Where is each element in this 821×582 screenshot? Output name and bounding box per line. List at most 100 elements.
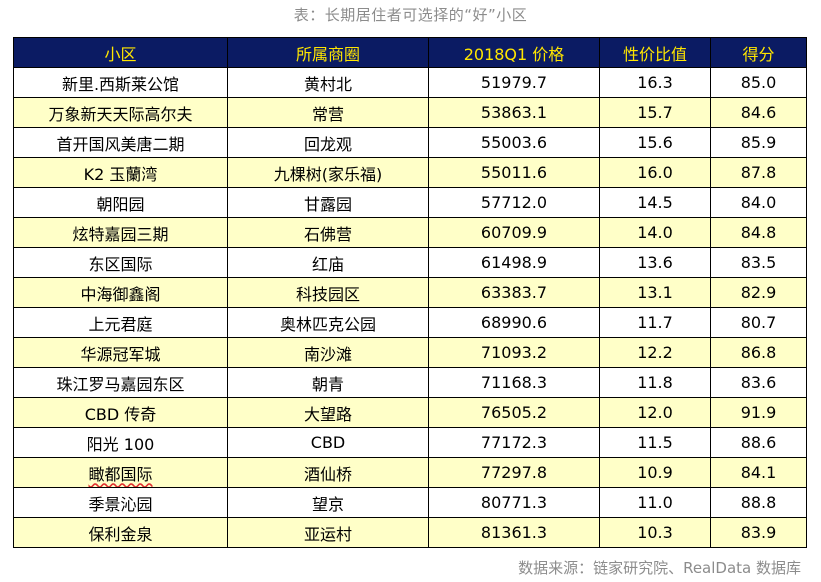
column-header-score: 得分: [710, 37, 807, 68]
cell-price: 80771.3: [428, 487, 600, 518]
cell-value-ratio: 16.0: [599, 157, 711, 188]
table-header-row: 小区 所属商圈 2018Q1 价格 性价比值 得分: [13, 37, 807, 68]
column-header-value-ratio: 性价比值: [599, 37, 711, 68]
cell-community: 朝阳园: [13, 187, 228, 218]
cell-district: 石佛营: [227, 217, 429, 248]
cell-value-ratio: 12.0: [599, 397, 711, 428]
cell-value-ratio: 15.7: [599, 97, 711, 128]
cell-district: 回龙观: [227, 127, 429, 158]
cell-value-ratio: 15.6: [599, 127, 711, 158]
column-header-district: 所属商圈: [227, 37, 429, 68]
cell-price: 81361.3: [428, 517, 600, 548]
cell-district: 大望路: [227, 397, 429, 428]
spellcheck-underlined-text: 瞰都国际: [88, 464, 153, 484]
data-source-note: 数据来源：链家研究院、RealData 数据库: [518, 559, 801, 577]
table-row: 东区国际 红庙 61498.9 13.6 83.5: [13, 247, 807, 278]
cell-price: 77172.3: [428, 427, 600, 458]
cell-score: 85.0: [710, 67, 807, 98]
cell-price: 55011.6: [428, 157, 600, 188]
cell-district: CBD: [227, 427, 429, 458]
cell-score: 84.6: [710, 97, 807, 128]
cell-district: 朝青: [227, 367, 429, 398]
cell-value-ratio: 10.3: [599, 517, 711, 548]
cell-community: CBD 传奇: [13, 397, 228, 428]
table-row: K2 玉蘭湾 九棵树(家乐福) 55011.6 16.0 87.8: [13, 157, 807, 188]
cell-district: 望京: [227, 487, 429, 518]
cell-district: 亚运村: [227, 517, 429, 548]
cell-district: 红庙: [227, 247, 429, 278]
cell-score: 84.0: [710, 187, 807, 218]
cell-value-ratio: 11.5: [599, 427, 711, 458]
cell-district: 酒仙桥: [227, 457, 429, 488]
cell-community: 华源冠军城: [13, 337, 228, 368]
cell-value-ratio: 14.5: [599, 187, 711, 218]
table-row: CBD 传奇 大望路 76505.2 12.0 91.9: [13, 397, 807, 428]
cell-price: 60709.9: [428, 217, 600, 248]
cell-district: 南沙滩: [227, 337, 429, 368]
cell-price: 55003.6: [428, 127, 600, 158]
column-header-community: 小区: [13, 37, 228, 68]
cell-community: 季景沁园: [13, 487, 228, 518]
table-row: 朝阳园 甘露园 57712.0 14.5 84.0: [13, 187, 807, 218]
cell-value-ratio: 11.7: [599, 307, 711, 338]
cell-community: 上元君庭: [13, 307, 228, 338]
cell-community: 瞰都国际: [13, 457, 228, 488]
cell-score: 88.8: [710, 487, 807, 518]
cell-price: 71093.2: [428, 337, 600, 368]
cell-community: 万象新天天际高尔夫: [13, 97, 228, 128]
cell-district: 科技园区: [227, 277, 429, 308]
column-header-price: 2018Q1 价格: [428, 37, 600, 68]
cell-score: 83.9: [710, 517, 807, 548]
cell-community: 保利金泉: [13, 517, 228, 548]
cell-score: 85.9: [710, 127, 807, 158]
cell-value-ratio: 11.0: [599, 487, 711, 518]
cell-score: 91.9: [710, 397, 807, 428]
cell-score: 87.8: [710, 157, 807, 188]
cell-value-ratio: 14.0: [599, 217, 711, 248]
cell-value-ratio: 11.8: [599, 367, 711, 398]
cell-price: 68990.6: [428, 307, 600, 338]
cell-score: 86.8: [710, 337, 807, 368]
cell-score: 83.5: [710, 247, 807, 278]
cell-value-ratio: 10.9: [599, 457, 711, 488]
table-row: 炫特嘉园三期 石佛营 60709.9 14.0 84.8: [13, 217, 807, 248]
cell-price: 63383.7: [428, 277, 600, 308]
table-row: 保利金泉 亚运村 81361.3 10.3 83.9: [13, 517, 807, 548]
residential-table: 小区 所属商圈 2018Q1 价格 性价比值 得分 新里.西斯莱公馆 黄村北 5…: [13, 37, 807, 548]
table-row: 首开国风美唐二期 回龙观 55003.6 15.6 85.9: [13, 127, 807, 158]
cell-community: 首开国风美唐二期: [13, 127, 228, 158]
cell-community: 炫特嘉园三期: [13, 217, 228, 248]
cell-community: 珠江罗马嘉园东区: [13, 367, 228, 398]
table-row: 珠江罗马嘉园东区 朝青 71168.3 11.8 83.6: [13, 367, 807, 398]
cell-price: 51979.7: [428, 67, 600, 98]
table-row: 季景沁园 望京 80771.3 11.0 88.8: [13, 487, 807, 518]
cell-score: 88.6: [710, 427, 807, 458]
cell-community: 中海御鑫阁: [13, 277, 228, 308]
cell-score: 82.9: [710, 277, 807, 308]
table-row: 万象新天天际高尔夫 常营 53863.1 15.7 84.6: [13, 97, 807, 128]
cell-community: K2 玉蘭湾: [13, 157, 228, 188]
cell-price: 61498.9: [428, 247, 600, 278]
cell-price: 77297.8: [428, 457, 600, 488]
cell-community: 新里.西斯莱公馆: [13, 67, 228, 98]
cell-community: 阳光 100: [13, 427, 228, 458]
cell-value-ratio: 13.1: [599, 277, 711, 308]
table-row: 阳光 100 CBD 77172.3 11.5 88.6: [13, 427, 807, 458]
table-row: 瞰都国际 酒仙桥 77297.8 10.9 84.1: [13, 457, 807, 488]
cell-value-ratio: 13.6: [599, 247, 711, 278]
cell-district: 黄村北: [227, 67, 429, 98]
table-row: 上元君庭 奥林匹克公园 68990.6 11.7 80.7: [13, 307, 807, 338]
table-row: 新里.西斯莱公馆 黄村北 51979.7 16.3 85.0: [13, 67, 807, 98]
cell-price: 53863.1: [428, 97, 600, 128]
cell-score: 84.8: [710, 217, 807, 248]
cell-score: 83.6: [710, 367, 807, 398]
cell-price: 71168.3: [428, 367, 600, 398]
cell-value-ratio: 12.2: [599, 337, 711, 368]
cell-district: 奥林匹克公园: [227, 307, 429, 338]
cell-district: 甘露园: [227, 187, 429, 218]
table-row: 中海御鑫阁 科技园区 63383.7 13.1 82.9: [13, 277, 807, 308]
cell-district: 常营: [227, 97, 429, 128]
table-caption: 表：长期居住者可选择的“好”小区: [293, 6, 528, 24]
cell-district: 九棵树(家乐福): [227, 157, 429, 188]
cell-value-ratio: 16.3: [599, 67, 711, 98]
